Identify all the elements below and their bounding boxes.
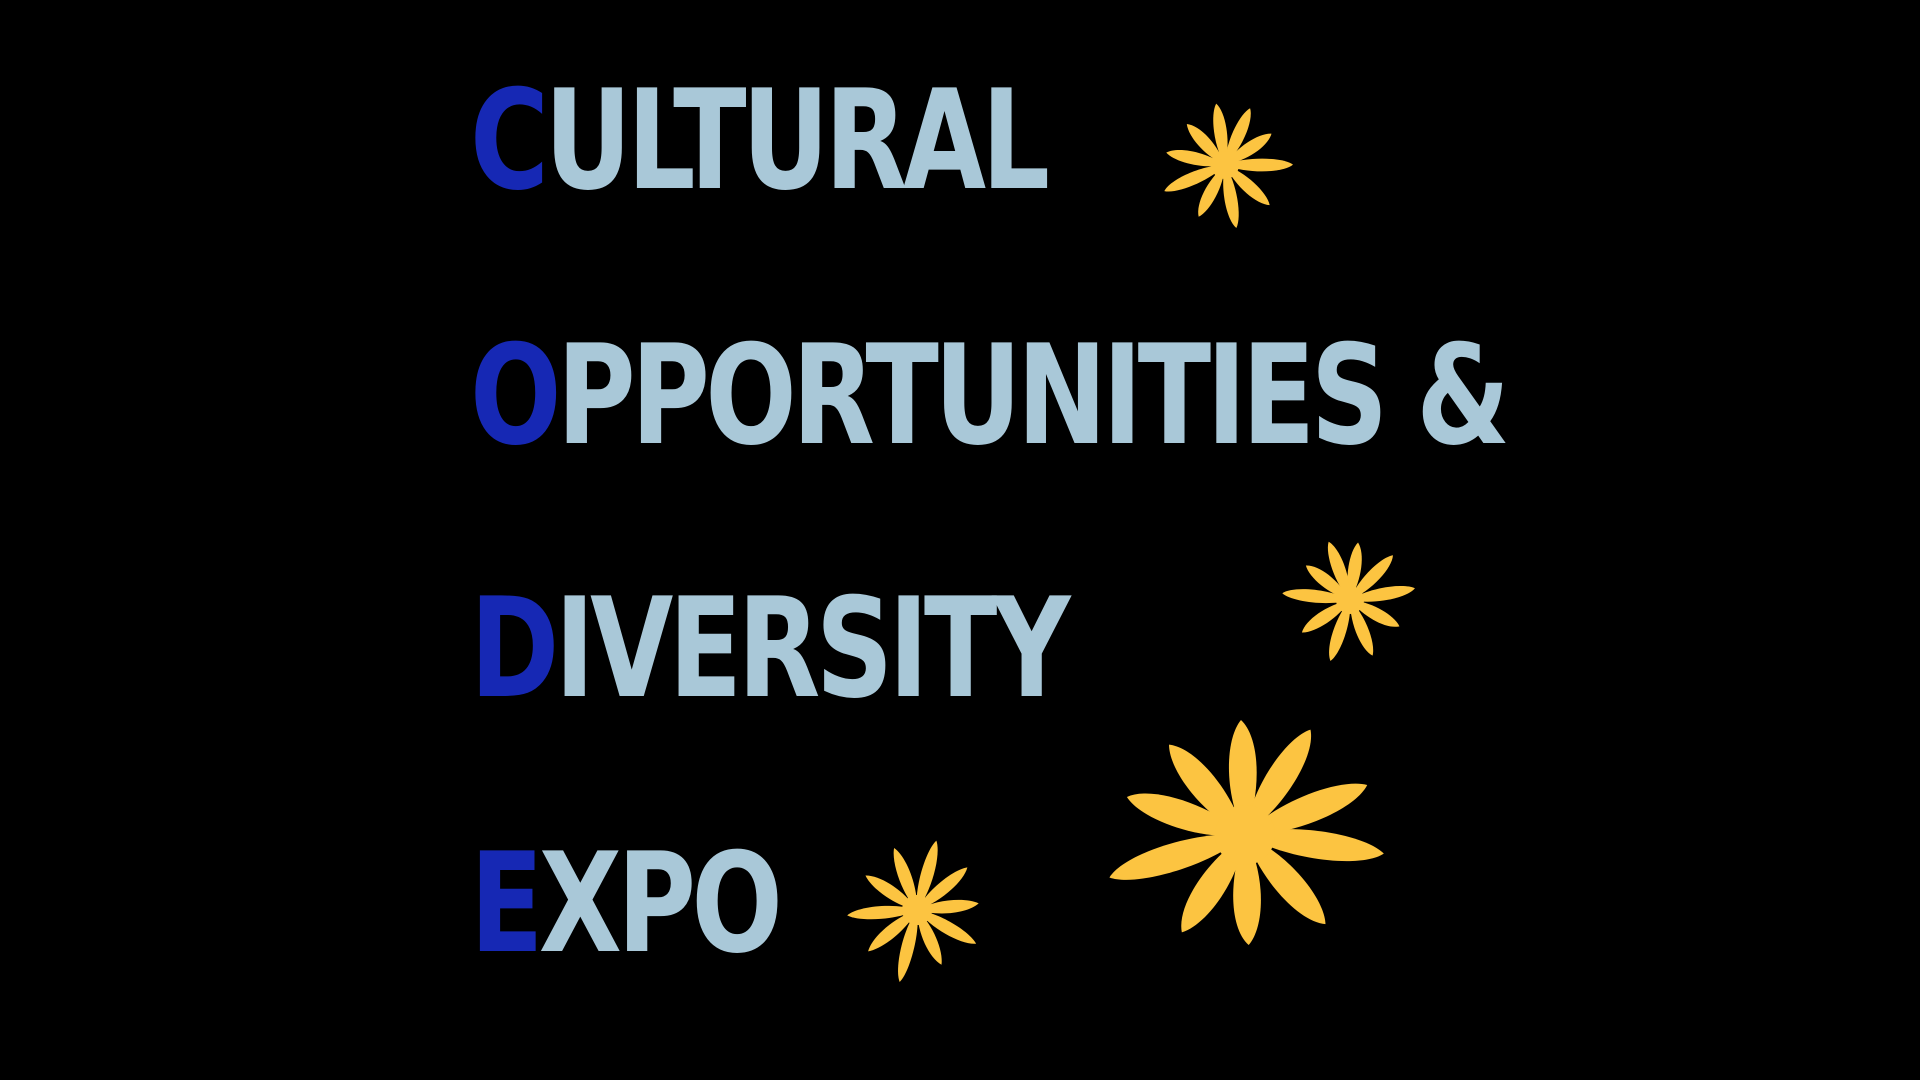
initial-letter: O bbox=[470, 315, 562, 476]
word-remainder: XPO bbox=[538, 823, 783, 984]
title-line-cultural: C ULTURAL bbox=[470, 72, 1050, 210]
title-line-expo: E XPO bbox=[470, 835, 783, 973]
word-remainder: IVERSITY bbox=[554, 568, 1071, 729]
initial-letter: D bbox=[470, 568, 559, 729]
initial-letter: C bbox=[470, 60, 549, 221]
word-remainder: PPORTUNITIES & bbox=[556, 315, 1510, 476]
flower-icon bbox=[847, 840, 979, 982]
title-line-diversity: D IVERSITY bbox=[470, 580, 1071, 718]
flower-icon bbox=[1109, 720, 1384, 946]
flower-icon bbox=[1282, 541, 1415, 661]
flower-icon bbox=[1164, 103, 1294, 229]
word-remainder: ULTURAL bbox=[544, 60, 1050, 221]
title-line-opportunities: O PPORTUNITIES & bbox=[470, 327, 1510, 465]
initial-letter: E bbox=[470, 823, 544, 984]
